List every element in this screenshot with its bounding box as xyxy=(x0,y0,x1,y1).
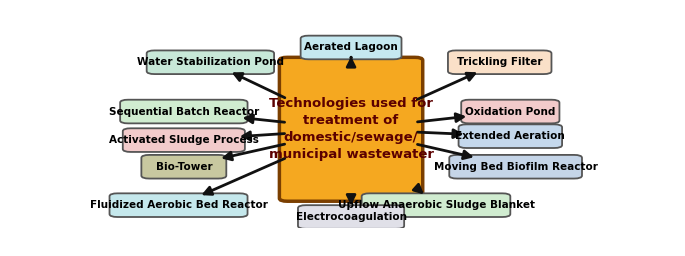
FancyBboxPatch shape xyxy=(110,193,247,217)
FancyBboxPatch shape xyxy=(301,36,401,59)
FancyBboxPatch shape xyxy=(147,50,274,74)
Text: Trickling Filter: Trickling Filter xyxy=(457,57,543,67)
Text: Bio-Tower: Bio-Tower xyxy=(155,162,212,172)
FancyBboxPatch shape xyxy=(448,50,551,74)
Text: Extended Aeration: Extended Aeration xyxy=(456,131,565,141)
Text: Upflow Anaerobic Sludge Blanket: Upflow Anaerobic Sludge Blanket xyxy=(338,200,534,210)
FancyBboxPatch shape xyxy=(123,128,245,152)
FancyBboxPatch shape xyxy=(449,155,582,179)
Text: Electrocoagulation: Electrocoagulation xyxy=(295,212,407,222)
FancyBboxPatch shape xyxy=(120,100,247,123)
FancyBboxPatch shape xyxy=(458,124,562,148)
FancyBboxPatch shape xyxy=(279,57,423,201)
Text: Activated Sludge Process: Activated Sludge Process xyxy=(109,135,259,145)
Text: Water Stabilization Pond: Water Stabilization Pond xyxy=(137,57,284,67)
FancyBboxPatch shape xyxy=(362,193,510,217)
Text: Moving Bed Biofilm Reactor: Moving Bed Biofilm Reactor xyxy=(434,162,597,172)
Text: Oxidation Pond: Oxidation Pond xyxy=(465,106,556,116)
FancyBboxPatch shape xyxy=(298,205,404,229)
FancyBboxPatch shape xyxy=(461,100,560,123)
FancyBboxPatch shape xyxy=(141,155,226,179)
Text: Fluidized Aerobic Bed Reactor: Fluidized Aerobic Bed Reactor xyxy=(90,200,267,210)
Text: Sequential Batch Reactor: Sequential Batch Reactor xyxy=(109,106,259,116)
Text: Technologies used for
treatment of
domestic/sewage/
municipal wastewater: Technologies used for treatment of domes… xyxy=(269,97,434,161)
Text: Aerated Lagoon: Aerated Lagoon xyxy=(304,42,398,52)
